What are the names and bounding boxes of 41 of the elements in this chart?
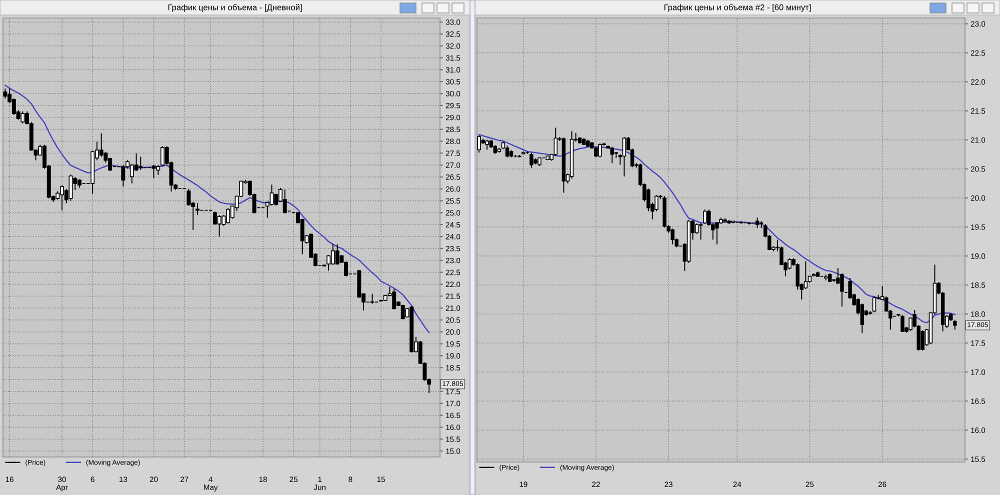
candlestick	[860, 303, 864, 334]
candlestick	[3, 88, 8, 100]
candlestick	[217, 214, 222, 238]
candlestick	[392, 288, 396, 310]
candlestick	[505, 145, 510, 158]
candlestick	[610, 146, 614, 164]
candlestick	[554, 127, 558, 157]
candlestick	[920, 330, 925, 352]
candlestick	[804, 260, 808, 290]
candlestick	[694, 222, 699, 234]
candlestick	[598, 142, 602, 158]
candlestick	[698, 222, 703, 240]
candlestick	[872, 296, 876, 313]
candlestick	[400, 304, 405, 320]
candlestick	[20, 110, 25, 124]
candlestick	[68, 174, 73, 202]
candlestick	[282, 189, 287, 214]
line-series	[4, 84, 430, 334]
candlestick	[156, 164, 160, 176]
candlestick	[622, 136, 626, 177]
candlestick	[900, 314, 904, 332]
candlestick	[138, 156, 143, 170]
candlestick	[326, 254, 331, 272]
chart-title: График цены и объема #2 - [60 минут]	[664, 4, 811, 12]
chart-title: График цены и объема - [Дневной]	[168, 4, 302, 12]
candlestick	[152, 164, 156, 179]
candlestick	[270, 184, 274, 206]
candlestick	[953, 319, 957, 330]
candlestick	[274, 193, 278, 206]
candlestick	[335, 244, 340, 266]
candlestick	[715, 222, 719, 245]
candlestick	[670, 228, 674, 245]
candlestick	[195, 202, 200, 216]
candlestick	[485, 139, 489, 150]
candlestick	[121, 164, 126, 187]
candlestick	[702, 209, 707, 225]
candlestick	[186, 188, 191, 206]
candlestick	[477, 134, 481, 154]
candlestick	[594, 146, 598, 158]
candlestick	[530, 152, 534, 168]
candlestick	[755, 217, 760, 229]
